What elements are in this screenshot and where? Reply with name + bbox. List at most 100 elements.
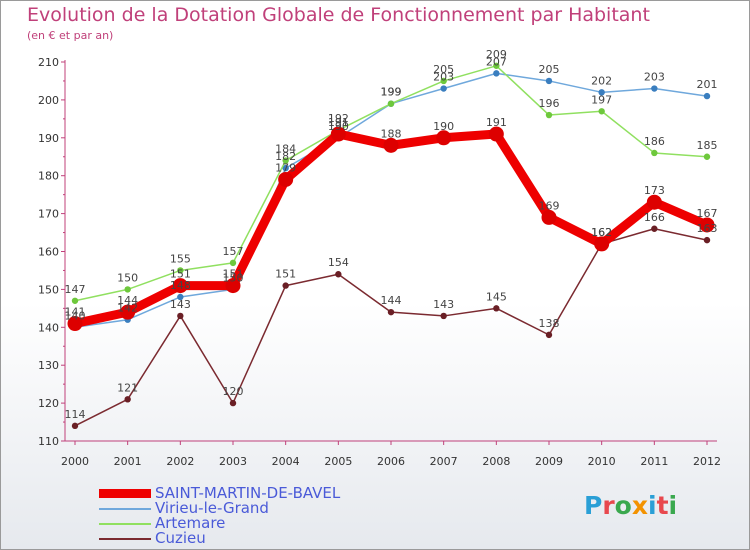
data-point [177, 312, 184, 320]
logo-letter: o [614, 491, 632, 520]
data-point [124, 396, 131, 403]
data-label: 142 [117, 302, 138, 315]
data-point [440, 312, 447, 320]
data-point [598, 108, 605, 115]
data-label: 191 [328, 116, 349, 129]
x-tick-label: 2011 [640, 455, 668, 468]
x-tick-label: 2007 [430, 455, 458, 468]
data-point [335, 271, 342, 278]
data-point [225, 278, 241, 294]
x-tick-label: 2002 [166, 455, 194, 468]
data-label: 202 [591, 74, 612, 87]
data-point [278, 171, 294, 187]
data-point [651, 85, 658, 92]
logo-letter: x [631, 491, 648, 520]
data-point [545, 111, 553, 119]
logo-letter: r [602, 491, 615, 520]
data-point [124, 286, 131, 293]
data-label: 143 [170, 298, 191, 311]
data-point [699, 217, 715, 233]
data-label: 151 [170, 268, 191, 281]
data-point [436, 130, 452, 146]
x-tick-label: 2005 [324, 455, 352, 468]
data-label: 209 [486, 48, 507, 61]
data-label: 173 [644, 184, 665, 197]
y-tick-label: 200 [38, 94, 59, 107]
y-tick-label: 140 [38, 321, 59, 334]
data-point [541, 209, 557, 225]
data-label: 184 [275, 143, 296, 156]
legend-label: Virieu-le-Grand [155, 499, 269, 517]
legend-swatch [99, 508, 151, 510]
data-label: 150 [223, 271, 244, 284]
data-label: 199 [381, 86, 402, 99]
data-point [703, 92, 711, 100]
logo-letter: P [584, 491, 603, 520]
data-point [646, 194, 662, 210]
y-tick-label: 190 [38, 132, 59, 145]
data-label: 203 [433, 71, 454, 84]
data-point [440, 77, 447, 85]
y-tick-label: 210 [38, 56, 59, 69]
data-point [545, 77, 553, 85]
legend-label: SAINT-MARTIN-DE-BAVEL [155, 484, 341, 502]
data-label: 141 [65, 306, 86, 319]
data-label: 191 [486, 116, 507, 129]
x-tick-label: 2000 [61, 455, 89, 468]
data-label: 147 [65, 283, 86, 296]
legend-label: Artemare [155, 514, 226, 532]
legend-swatch [99, 523, 151, 525]
data-label: 179 [275, 161, 296, 174]
data-label: 167 [697, 207, 718, 220]
data-label: 190 [433, 120, 454, 133]
data-point [177, 293, 184, 301]
data-label: 120 [223, 385, 244, 398]
y-tick-label: 110 [38, 435, 59, 448]
y-tick-label: 180 [38, 170, 59, 183]
data-point [594, 236, 610, 252]
data-label: 144 [381, 294, 402, 307]
data-label: 192 [328, 112, 349, 125]
data-point [493, 70, 500, 77]
data-label: 121 [117, 381, 138, 394]
data-label: 148 [170, 279, 191, 292]
data-label: 169 [539, 199, 560, 212]
data-label: 163 [697, 222, 718, 235]
data-label: 199 [381, 86, 402, 99]
data-point [282, 164, 289, 172]
data-point [330, 126, 346, 142]
y-tick-label: 170 [38, 208, 59, 221]
data-label: 144 [117, 294, 138, 307]
data-label: 203 [644, 71, 665, 84]
y-tick-label: 160 [38, 246, 59, 259]
y-tick-label: 130 [38, 359, 59, 372]
data-label: 205 [433, 63, 454, 76]
data-point [598, 89, 605, 96]
data-label: 166 [644, 211, 665, 224]
x-tick-label: 2012 [693, 455, 721, 468]
x-tick-label: 2009 [535, 455, 563, 468]
data-label: 185 [697, 139, 718, 152]
data-label: 140 [65, 309, 86, 322]
data-point [703, 153, 711, 160]
chart-subtitle: (en € et par an) [27, 29, 114, 42]
data-label: 196 [539, 97, 560, 110]
data-point [651, 149, 658, 157]
x-tick-label: 2006 [377, 455, 405, 468]
data-label: 151 [223, 268, 244, 281]
data-label: 150 [117, 271, 138, 284]
chart-title: Evolution de la Dotation Globale de Fonc… [27, 4, 650, 26]
x-tick-label: 2004 [272, 455, 300, 468]
data-label: 138 [539, 317, 560, 330]
logo-letter: i [668, 491, 678, 520]
data-label: 114 [65, 408, 86, 421]
data-point [177, 267, 184, 274]
data-label: 197 [591, 93, 612, 106]
legend-swatch [99, 538, 151, 540]
data-point [387, 308, 395, 316]
data-label: 151 [275, 268, 296, 281]
data-label: 190 [328, 120, 349, 133]
